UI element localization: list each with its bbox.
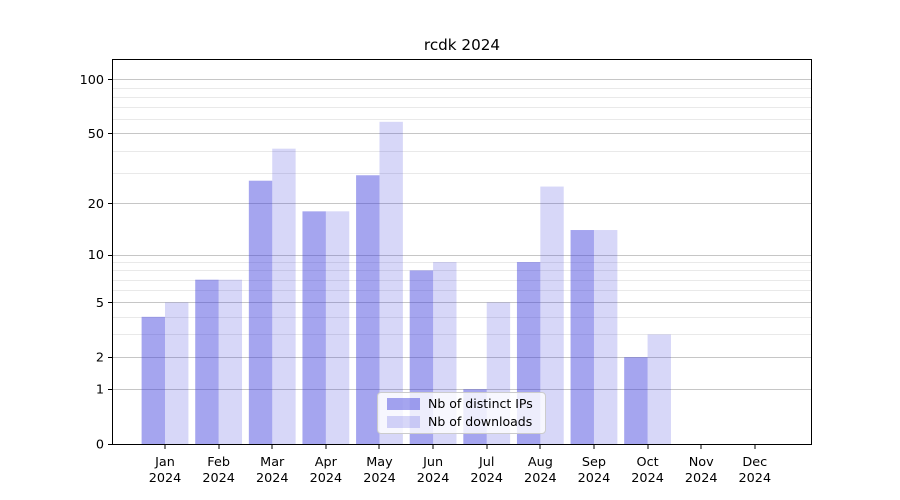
x-tick-label: Mar 2024 bbox=[256, 455, 289, 486]
legend-item-distinct-ips: Nb of distinct IPs bbox=[378, 397, 545, 411]
bar-distinct-ips-apr bbox=[302, 211, 326, 444]
legend-item-downloads: Nb of downloads bbox=[378, 415, 545, 429]
y-tick-label: 20 bbox=[88, 197, 104, 212]
chart-title: rcdk 2024 bbox=[423, 36, 501, 54]
y-tick-label: 2 bbox=[96, 351, 104, 366]
bar-distinct-ips-oct bbox=[624, 357, 648, 444]
bar-downloads-mar bbox=[272, 148, 296, 444]
legend-label-downloads: Nb of downloads bbox=[428, 414, 533, 429]
bar-downloads-apr bbox=[325, 211, 350, 444]
x-tick-label: May 2024 bbox=[363, 455, 396, 486]
y-tick-label: 0 bbox=[96, 438, 104, 453]
x-tick-label: Apr 2024 bbox=[310, 455, 343, 486]
y-tick-label: 100 bbox=[80, 73, 104, 88]
x-tick-label: Dec 2024 bbox=[739, 455, 772, 486]
bar-distinct-ips-mar bbox=[248, 180, 273, 445]
bar-downloads-aug bbox=[540, 186, 564, 444]
legend: Nb of distinct IPs Nb of downloads bbox=[377, 392, 546, 434]
x-tick-label: Aug 2024 bbox=[524, 455, 557, 486]
x-tick-label: Jan 2024 bbox=[149, 455, 182, 486]
bar-distinct-ips-feb bbox=[195, 279, 219, 444]
y-tick-label: 5 bbox=[96, 296, 104, 311]
bar-distinct-ips-sep bbox=[570, 230, 594, 444]
x-tick-label: Jun 2024 bbox=[417, 455, 450, 486]
legend-label-distinct-ips: Nb of distinct IPs bbox=[428, 396, 533, 411]
legend-swatch-distinct-ips bbox=[387, 398, 420, 410]
bar-downloads-jan bbox=[165, 302, 189, 444]
bar-downloads-may bbox=[379, 121, 403, 444]
bar-downloads-sep bbox=[593, 230, 618, 444]
y-tick-label: 50 bbox=[88, 127, 104, 142]
x-tick-label: Feb 2024 bbox=[202, 455, 235, 486]
plot-border bbox=[112, 59, 812, 445]
bar-distinct-ips-jan bbox=[141, 316, 165, 444]
y-tick-label: 10 bbox=[88, 248, 104, 263]
bar-downloads-oct bbox=[647, 334, 671, 444]
x-tick-label: Sep 2024 bbox=[578, 455, 611, 486]
x-tick-label: Jul 2024 bbox=[470, 455, 503, 486]
bar-distinct-ips-may bbox=[356, 175, 380, 444]
x-tick-label: Nov 2024 bbox=[685, 455, 718, 486]
y-tick-label: 1 bbox=[96, 383, 104, 398]
bar-downloads-feb bbox=[218, 279, 243, 444]
legend-swatch-downloads bbox=[387, 416, 420, 428]
x-tick-label: Oct 2024 bbox=[631, 455, 664, 486]
